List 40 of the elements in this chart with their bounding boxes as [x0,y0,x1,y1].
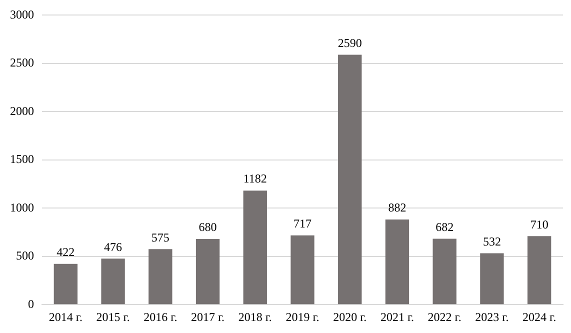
data-label: 680 [198,220,217,234]
data-label: 717 [294,216,312,231]
data-label: 882 [388,200,406,215]
bar [148,249,172,304]
y-tick-label: 2000 [10,104,34,118]
x-tick-label: 2017 г. [190,310,225,324]
x-tick-label: 2024 г. [522,310,556,324]
bar [196,239,220,304]
data-label: 682 [436,220,454,234]
data-label: 532 [482,234,501,248]
bar [338,54,362,304]
bar [527,236,552,304]
y-tick-label: 500 [16,248,34,263]
y-tick-label: 3000 [10,7,34,22]
x-tick-label: 2016 г. [144,310,178,324]
data-label: 476 [104,240,122,254]
bar [54,264,78,304]
x-tick-label: 2020 г. [333,310,367,324]
bar [432,238,456,304]
y-tick-label: 0 [28,296,34,311]
x-tick-label: 2022 г. [428,310,462,324]
data-label: 575 [151,230,170,244]
data-label: 710 [530,217,548,232]
y-tick-label: 2500 [10,56,34,70]
bar [101,258,125,304]
x-tick-label: 2015 г. [96,310,130,324]
x-tick-label: 2018 г. [238,310,272,324]
bar [243,190,267,304]
y-tick-label: 1500 [10,152,34,166]
y-tick-label: 1000 [10,200,34,214]
bar [290,235,314,304]
x-tick-label: 2023 г. [475,310,509,324]
x-tick-label: 2014 г. [48,310,82,324]
bar [480,253,504,304]
data-label: 1182 [243,172,267,186]
data-label: 2590 [338,36,362,50]
x-tick-label: 2021 г. [380,310,414,324]
bar [385,220,410,304]
x-tick-label: 2019 г. [286,310,320,324]
data-label: 422 [56,245,75,260]
